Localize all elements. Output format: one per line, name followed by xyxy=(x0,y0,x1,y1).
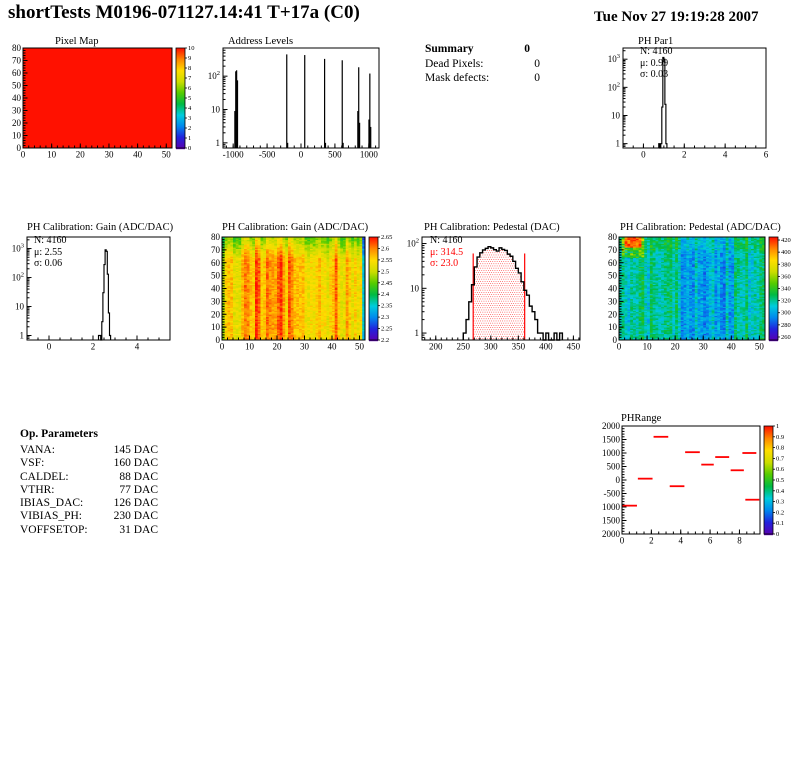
gain-hist-panel: PH Calibration: Gain (ADC/DAC) N: 4160 μ… xyxy=(0,222,200,354)
pedestal-map-panel: PH Calibration: Pedestal (ADC/DAC) xyxy=(608,222,796,354)
op-parameters-block: Op. Parameters VANA: 145 DAC VSF: 160 DA… xyxy=(20,428,158,537)
ph-par1-title: PH Par1 xyxy=(638,36,674,47)
stat-mean: μ: 314.5 xyxy=(430,246,464,258)
param-label: VTHR: xyxy=(20,483,55,496)
stat-entries: N: 4160 xyxy=(640,46,673,57)
param-value: 230 DAC xyxy=(113,510,158,523)
op-param-row-vibias-ph: VIBIAS_PH: 230 DAC xyxy=(20,510,158,523)
stat-entries: N: 4160 xyxy=(34,235,67,246)
gain-map-title: PH Calibration: Gain (ADC/DAC) xyxy=(222,222,369,233)
ph-range-title: PHRange xyxy=(621,413,662,424)
stat-entries: N: 4160 xyxy=(430,235,463,246)
address-levels-title: Address Levels xyxy=(228,36,294,47)
summary-header: Summary 0 xyxy=(425,42,540,57)
address-levels-panel: Address Levels xyxy=(196,36,388,162)
summary-row-dead-pixels: Dead Pixels: 0 xyxy=(425,57,540,72)
ph-range-plot xyxy=(596,412,796,552)
pedestal-map-title: PH Calibration: Pedestal (ADC/DAC) xyxy=(620,222,781,233)
pedestal-histogram xyxy=(400,222,588,354)
op-parameters-title: Op. Parameters xyxy=(20,428,98,440)
summary-row-mask-defects: Mask defects: 0 xyxy=(425,71,540,86)
mask-defects-value: 0 xyxy=(534,72,540,84)
param-value: 31 DAC xyxy=(119,523,158,536)
summary-block: Summary 0 Dead Pixels: 0 Mask defects: 0 xyxy=(425,42,540,86)
gain-heatmap xyxy=(209,222,396,354)
stat-sigma: σ: 0.06 xyxy=(34,258,63,269)
op-param-row-vthr: VTHR: 77 DAC xyxy=(20,484,158,497)
stat-mean: μ: 0.99 xyxy=(640,57,669,69)
ph-par1-histogram xyxy=(596,36,796,162)
param-value: 126 DAC xyxy=(113,497,158,510)
pedestal-hist-title: PH Calibration: Pedestal (DAC) xyxy=(424,222,560,233)
op-param-row-vana: VANA: 145 DAC xyxy=(20,444,158,457)
op-param-row-ibias-dac: IBIAS_DAC: 126 DAC xyxy=(20,497,158,510)
dead-pixels-value: 0 xyxy=(534,57,540,70)
stat-mean: μ: 2.55 xyxy=(34,246,63,258)
param-value: 88 DAC xyxy=(119,470,158,483)
param-value: 160 DAC xyxy=(113,457,158,470)
timestamp: Tue Nov 27 19:19:28 2007 xyxy=(594,9,759,25)
address-levels-histogram xyxy=(196,36,388,162)
pixel-map-heatmap xyxy=(8,36,206,162)
page-title: shortTests M0196-071127.14:41 T+17a (C0) xyxy=(8,2,360,23)
stat-sigma: σ: 0.03 xyxy=(640,69,669,80)
ph-par1-panel: PH Par1 N: 4160 μ: 0.99 σ: 0.03 xyxy=(596,36,796,162)
param-label: VIBIAS_PH: xyxy=(20,510,82,523)
stat-sigma: σ: 23.0 xyxy=(430,258,459,269)
pixel-map-title: Pixel Map xyxy=(55,36,99,47)
pixel-map-panel: Pixel Map xyxy=(8,36,206,162)
gain-hist-stats: N: 4160 μ: 2.55 σ: 0.06 xyxy=(34,235,67,270)
param-label: VSF: xyxy=(20,457,45,470)
op-param-row-caldel: CALDEL: 88 DAC xyxy=(20,471,158,484)
summary-value: 0 xyxy=(524,43,530,55)
param-value: 145 DAC xyxy=(113,444,158,456)
param-value: 77 DAC xyxy=(119,483,158,496)
pedestal-hist-stats: N: 4160 μ: 314.5 σ: 23.0 xyxy=(430,235,463,270)
ph-range-panel: PHRange xyxy=(596,412,796,552)
op-param-row-voffsetop: VOFFSETOP: 31 DAC xyxy=(20,524,158,537)
param-label: VANA: xyxy=(20,444,55,456)
gain-hist-title: PH Calibration: Gain (ADC/DAC) xyxy=(27,222,174,233)
param-label: IBIAS_DAC: xyxy=(20,497,84,510)
summary-title: Summary xyxy=(425,43,474,55)
gain-map-panel: PH Calibration: Gain (ADC/DAC) xyxy=(209,222,396,354)
op-param-row-vsf: VSF: 160 DAC xyxy=(20,457,158,470)
param-label: CALDEL: xyxy=(20,470,69,483)
dead-pixels-label: Dead Pixels: xyxy=(425,57,484,70)
mask-defects-label: Mask defects: xyxy=(425,72,490,84)
param-label: VOFFSETOP: xyxy=(20,523,88,536)
pedestal-hist-panel: PH Calibration: Pedestal (DAC) N: 4160 μ… xyxy=(400,222,588,354)
gain-histogram xyxy=(0,222,200,354)
ph-par1-stats: N: 4160 μ: 0.99 σ: 0.03 xyxy=(640,46,673,81)
pedestal-heatmap xyxy=(608,222,796,354)
